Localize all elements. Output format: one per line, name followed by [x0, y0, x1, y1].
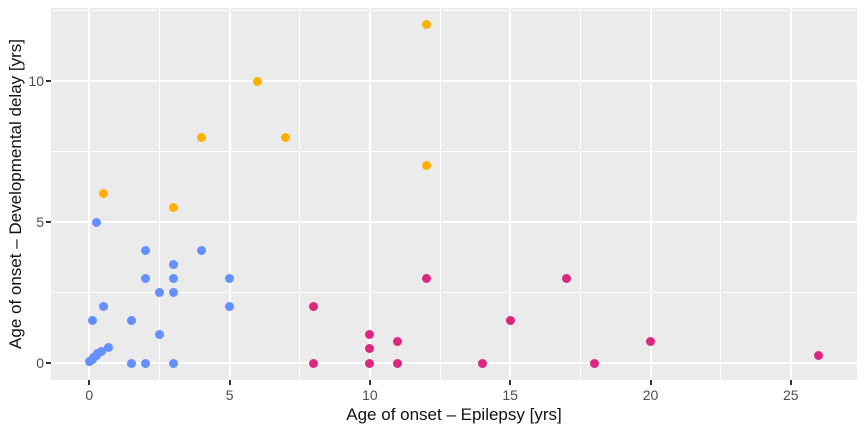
data-point [589, 358, 599, 368]
y-tick-label: 0 [36, 355, 44, 371]
data-point [393, 358, 403, 368]
data-point [140, 273, 150, 283]
y-minor-gridline [51, 151, 857, 152]
x-tick-label: 20 [642, 387, 659, 403]
data-point [87, 316, 97, 326]
x-minor-gridline [579, 8, 581, 380]
x-major-gridline [88, 8, 91, 380]
data-point [98, 189, 108, 199]
data-point [91, 217, 101, 227]
y-tick-mark [46, 362, 51, 364]
x-tick-label: 10 [362, 387, 378, 403]
x-tick-mark [509, 380, 512, 385]
data-point [253, 76, 263, 86]
y-tick-label: 5 [36, 214, 44, 230]
x-tick-label: 25 [783, 387, 799, 403]
data-point [168, 288, 178, 297]
data-point [197, 245, 207, 255]
data-point [309, 302, 319, 312]
x-tick-label: 5 [225, 387, 234, 403]
data-point [97, 347, 107, 357]
y-minor-gridline [51, 292, 857, 293]
x-major-gridline [368, 8, 371, 380]
x-axis-title: Age of onset – Epilepsy [yrs] [346, 405, 562, 424]
data-point [365, 330, 375, 340]
y-axis-title: Age of onset – Developmental delay [yrs] [6, 39, 25, 349]
data-point [126, 358, 136, 368]
data-point [168, 358, 178, 368]
y-tick-mark [46, 80, 51, 82]
data-point [561, 273, 571, 283]
data-point [421, 20, 431, 30]
y-tick-mark [46, 221, 51, 223]
data-point [98, 302, 108, 312]
y-major-gridline [51, 80, 857, 82]
x-tick-label: 15 [502, 387, 518, 403]
data-point [168, 203, 178, 213]
data-point [168, 259, 178, 269]
data-point [104, 342, 114, 352]
y-tick-label: 10 [28, 73, 44, 89]
data-point [309, 358, 319, 368]
data-point [477, 358, 487, 368]
data-point [168, 273, 178, 283]
x-tick-mark [228, 380, 231, 385]
x-major-gridline [649, 8, 652, 380]
data-point [421, 161, 431, 171]
data-point [225, 302, 235, 312]
data-point [814, 351, 824, 361]
data-point [126, 316, 136, 326]
data-point [197, 132, 207, 142]
x-minor-gridline [299, 8, 301, 380]
y-major-gridline [51, 221, 857, 223]
data-point [225, 273, 235, 283]
data-point [393, 337, 403, 347]
y-major-gridline [51, 362, 857, 364]
x-tick-mark [368, 380, 371, 385]
x-major-gridline [509, 8, 512, 380]
x-minor-gridline [158, 8, 160, 380]
plot-panel [51, 8, 857, 380]
x-tick-mark [789, 380, 792, 385]
data-point [365, 358, 375, 368]
data-point [421, 273, 431, 283]
x-major-gridline [789, 8, 792, 380]
x-major-gridline [228, 8, 231, 380]
data-point [646, 337, 655, 347]
data-point [281, 132, 291, 142]
data-point [140, 358, 150, 368]
x-minor-gridline [439, 8, 441, 380]
data-point [140, 245, 150, 255]
x-tick-mark [88, 380, 91, 385]
data-point [154, 288, 164, 297]
x-tick-mark [649, 380, 652, 385]
x-tick-label: 0 [85, 387, 94, 403]
data-point [365, 344, 375, 354]
x-minor-gridline [720, 8, 722, 380]
data-point [505, 316, 515, 326]
data-point [154, 330, 164, 340]
y-minor-gridline [51, 10, 857, 11]
